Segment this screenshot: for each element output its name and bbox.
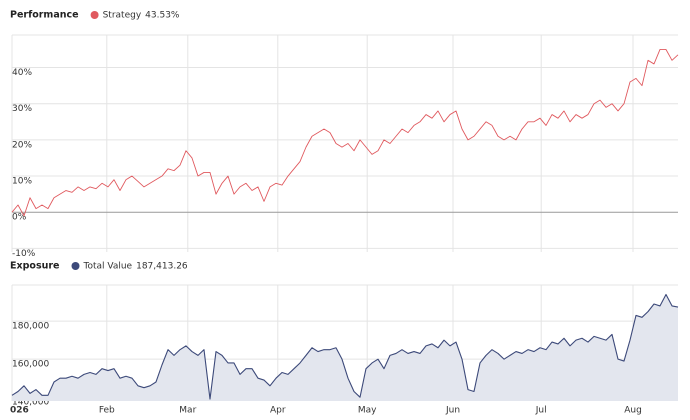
y-tick-label: 0% xyxy=(12,213,27,223)
x-tick-label: Aug xyxy=(624,406,642,416)
x-tick-label: 026 xyxy=(10,406,29,416)
y-tick-label: -10% xyxy=(12,249,36,259)
line xyxy=(11,49,679,217)
y-tick-label: 40% xyxy=(12,68,32,78)
x-tick-label: Apr xyxy=(270,406,286,416)
y-tick-label: 160,000 xyxy=(12,360,49,370)
area-fill xyxy=(12,294,678,401)
y-tick-label: 10% xyxy=(12,177,32,187)
y-tick-label: 30% xyxy=(12,104,32,114)
y-tick-label: 140,000 xyxy=(12,398,49,408)
x-tick-label: Jul xyxy=(535,406,547,416)
y-tick-label: 180,000 xyxy=(12,322,49,332)
x-tick-label: Mar xyxy=(179,406,196,416)
legend-label[interactable]: Strategy xyxy=(103,11,142,21)
legend-value: 187,413.26 xyxy=(136,262,188,272)
chart-title: Exposure xyxy=(10,261,60,272)
y-tick-label: 20% xyxy=(12,140,32,150)
legend-marker[interactable] xyxy=(90,11,99,19)
area-line xyxy=(11,293,679,400)
legend-label[interactable]: Total Value xyxy=(83,262,133,272)
x-tick-label: Jun xyxy=(445,406,460,416)
chart-title: Performance xyxy=(10,10,79,21)
x-tick-label: Feb xyxy=(99,406,115,416)
x-tick-label: May xyxy=(358,406,377,416)
legend-value: 43.53% xyxy=(145,11,180,21)
legend-marker[interactable] xyxy=(71,262,80,270)
